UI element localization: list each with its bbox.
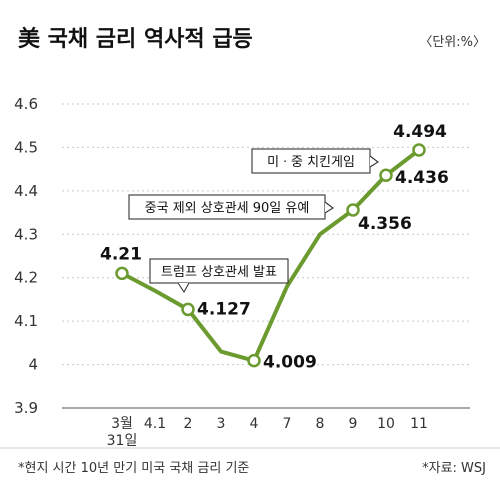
x-tick-label: 11 xyxy=(410,416,428,432)
annotation-label: 미ㆍ중 치킨게임 xyxy=(267,155,355,170)
axes: 3.9 4 4.1 4.2 4.3 4.4 4.5 4.6 3월 31일 4.1 2 3 4 7 8 9 10 11 xyxy=(14,95,470,449)
y-tick-label: 4.3 xyxy=(14,225,38,243)
annotation-label: 트럼프 상호관세 발표 xyxy=(161,265,277,280)
x-tick-label-line: 3월 xyxy=(111,416,133,432)
data-point xyxy=(181,302,195,317)
annotation-box xyxy=(149,258,289,284)
x-tick-label: 3 xyxy=(217,416,226,432)
x-tick-label: 4 xyxy=(250,416,259,432)
data-label: 4.356 xyxy=(358,214,412,234)
data-labels: 4.21 4.127 4.009 4.356 4.436 4.494 xyxy=(98,120,451,375)
x-tick-label: 3월 31일 xyxy=(107,416,138,449)
data-label: 4.21 xyxy=(100,244,142,264)
y-tick-label: 4.6 xyxy=(14,95,38,113)
y-tick-label: 4.1 xyxy=(14,312,38,330)
series-line xyxy=(120,148,421,363)
data-point xyxy=(115,266,129,281)
source-note: *자료: WSJ xyxy=(422,461,486,476)
data-label: 4.494 xyxy=(393,122,447,142)
data-point xyxy=(247,353,261,368)
annotation-pointer xyxy=(324,201,334,214)
footnote: *현지 시간 10년 만기 미국 국채 금리 기준 xyxy=(18,461,249,476)
y-tick-label: 4 xyxy=(28,356,38,374)
unit-label: 〈단위:%〉 xyxy=(419,35,486,50)
annotation-box xyxy=(128,194,326,220)
data-label: 4.009 xyxy=(263,353,317,373)
annotation-box xyxy=(251,148,371,174)
data-label: 4.436 xyxy=(395,168,449,188)
series-10yr-yield xyxy=(115,143,426,368)
y-tick-label: 4.5 xyxy=(14,138,38,156)
annotations: 트럼프 상호관세 발표 중국 제외 상호관세 90일 유예 미ㆍ중 치킨게임 xyxy=(128,148,379,294)
grid xyxy=(62,103,470,366)
x-tick-label: 10 xyxy=(377,416,395,432)
x-tick-label-line: 31일 xyxy=(107,433,138,449)
x-tick-label: 2 xyxy=(184,416,193,432)
annotation-pointer xyxy=(369,155,379,168)
data-label: 4.127 xyxy=(197,299,251,319)
annotation-pointer xyxy=(177,282,190,294)
chart-title: 美 국채 금리 역사적 급등 xyxy=(18,26,253,52)
y-tick-label: 3.9 xyxy=(14,399,38,417)
y-tick-label: 4.2 xyxy=(14,269,38,287)
x-tick-label: 8 xyxy=(316,416,325,432)
x-tick-label: 9 xyxy=(349,416,358,432)
data-point xyxy=(379,168,393,182)
data-point xyxy=(346,203,360,217)
x-tick-label: 4.1 xyxy=(144,416,166,432)
x-tick-label: 7 xyxy=(283,416,292,432)
y-tick-label: 4.4 xyxy=(14,182,38,200)
annotation-label: 중국 제외 상호관세 90일 유예 xyxy=(145,201,310,216)
data-point xyxy=(412,143,426,157)
